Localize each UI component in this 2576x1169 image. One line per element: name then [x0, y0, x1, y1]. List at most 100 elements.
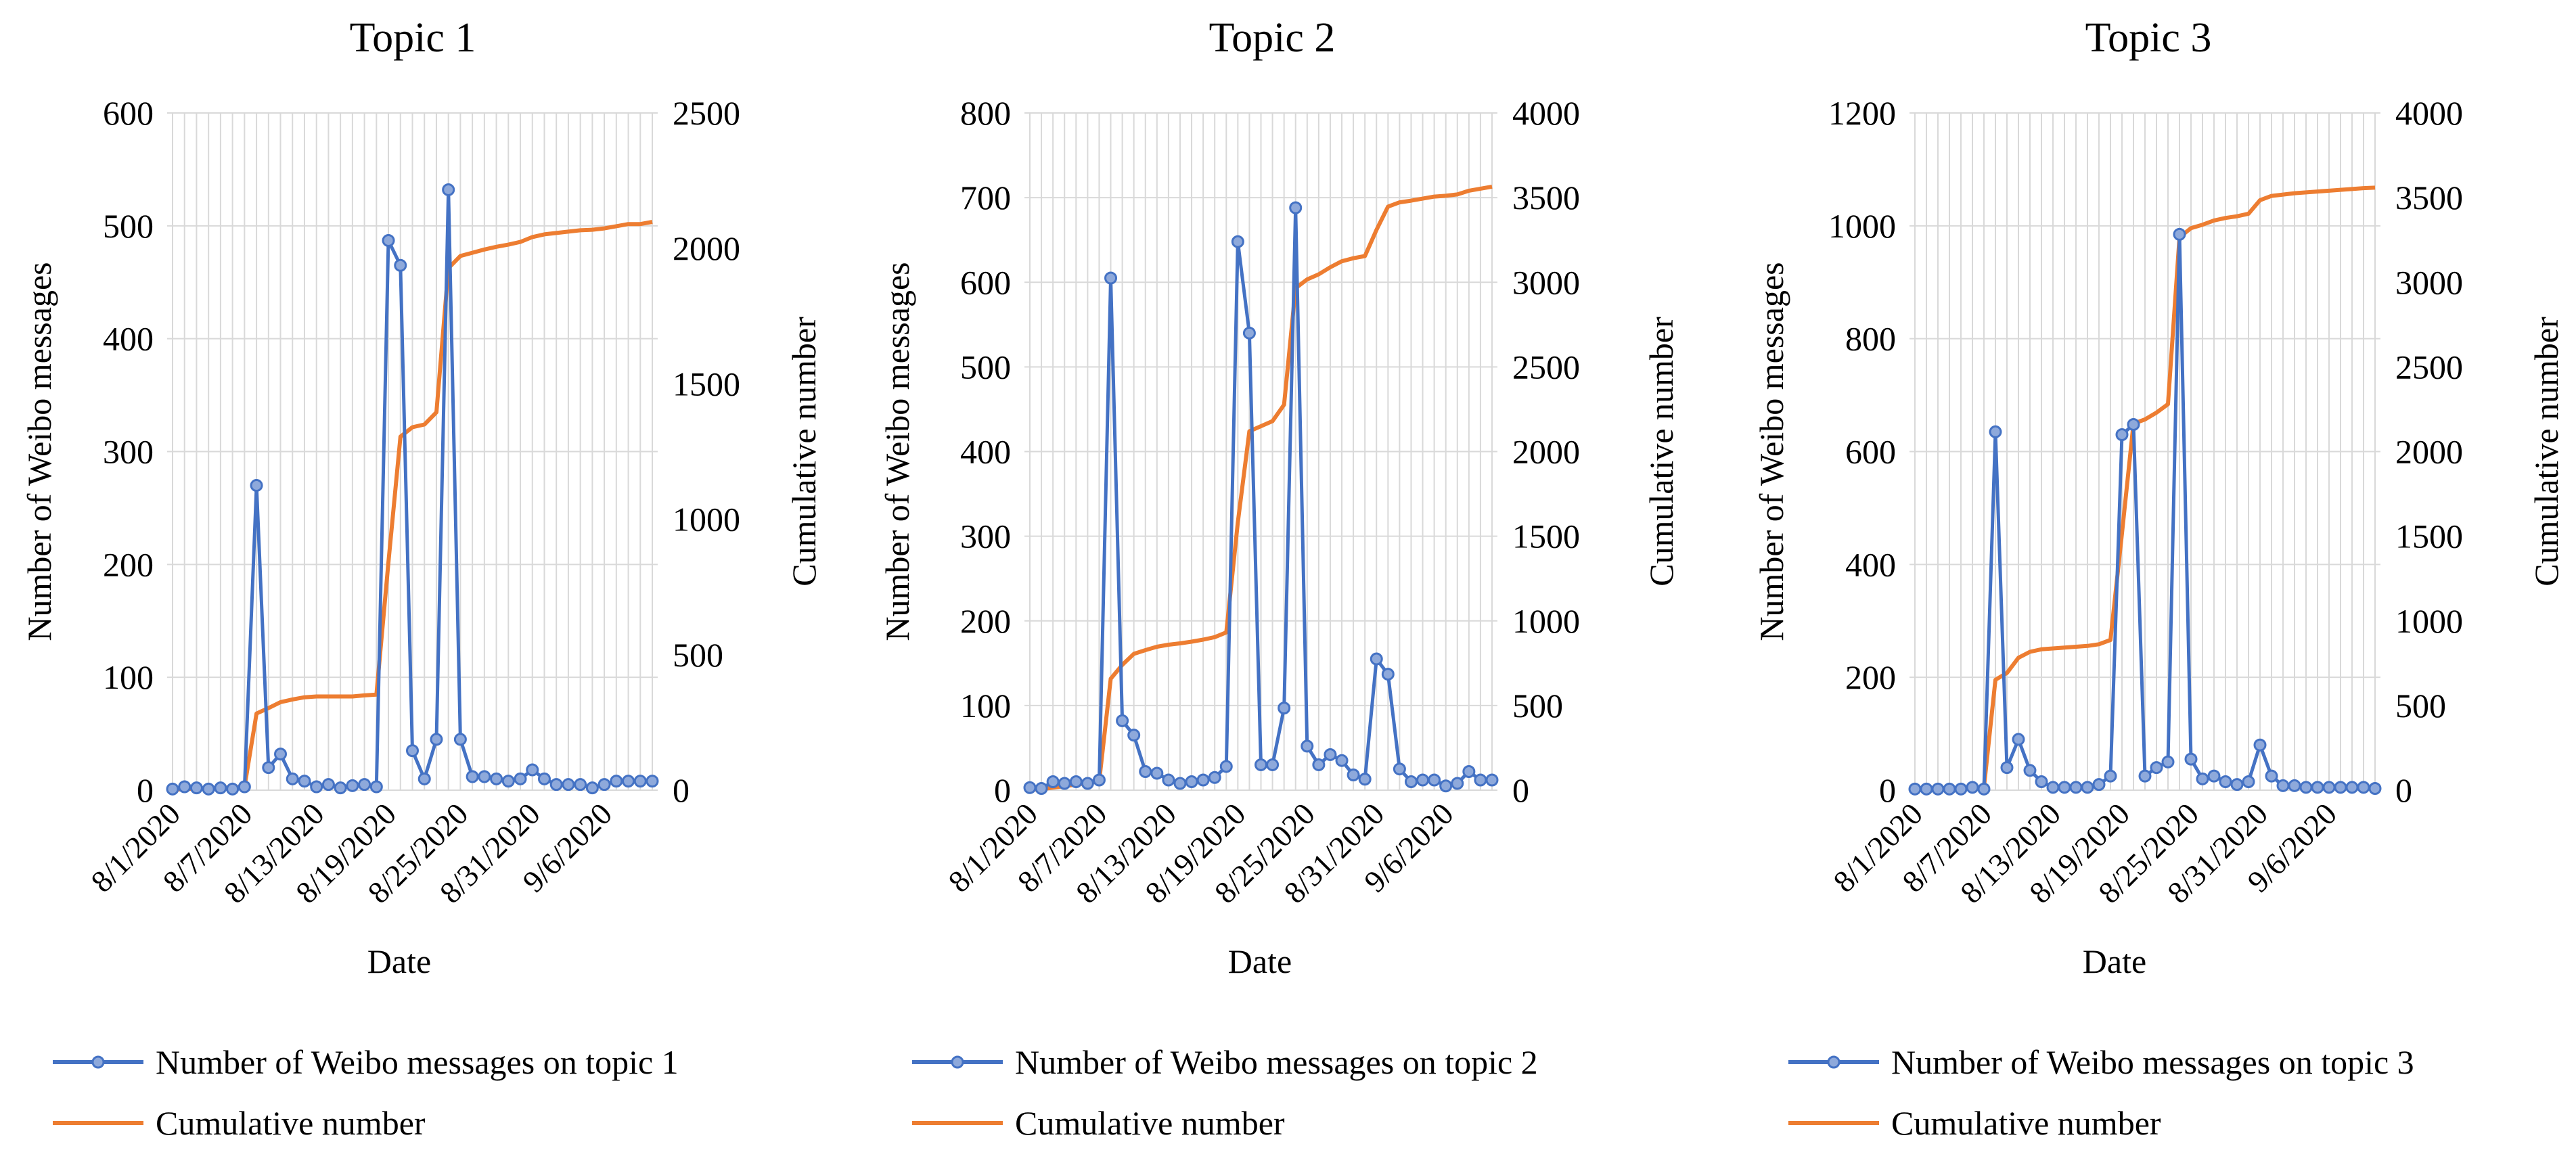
y-tick-label: 400 — [960, 433, 1011, 471]
y2-tick-label: 4000 — [2395, 94, 2463, 132]
data-point — [2081, 781, 2094, 794]
data-point — [1150, 766, 1164, 780]
data-point — [298, 775, 311, 788]
y-tick-label: 500 — [103, 207, 154, 245]
data-point — [2219, 775, 2232, 788]
y-tick-label: 200 — [1845, 658, 1896, 696]
chart-title: Topic 1 — [350, 15, 476, 61]
data-point — [1381, 668, 1395, 681]
data-point — [214, 781, 227, 795]
data-point — [2012, 733, 2025, 746]
y2-tick-label: 2000 — [1512, 433, 1580, 471]
right-y-axis: 0 500 1000 1500 2000 2500 3000 3500 4000 — [1512, 94, 1580, 809]
legend-swatch — [1788, 1055, 1879, 1069]
data-point — [2000, 761, 2014, 775]
series-line-cumulative — [172, 220, 653, 792]
data-point — [2173, 227, 2186, 241]
data-point — [2276, 779, 2290, 792]
legend-swatch — [1788, 1121, 1879, 1125]
data-point — [1104, 271, 1118, 285]
left-y-axis: 0 100 200 300 400 500 600 — [103, 94, 154, 809]
data-point — [2035, 775, 2048, 788]
legend-marker — [91, 1055, 105, 1069]
y2-axis-title: Cumulative number — [1642, 317, 1680, 587]
y2-tick-label: 500 — [673, 636, 723, 674]
y-tick-label: 600 — [960, 263, 1011, 301]
data-point — [1324, 748, 1337, 761]
message-points — [166, 183, 659, 796]
data-point — [1451, 777, 1464, 790]
y-axis-title: Number of Weibo messages — [1753, 262, 1790, 641]
data-point — [1023, 781, 1037, 794]
series-line-cumulative — [1029, 184, 1493, 792]
chart-2: Topic 2 0 100 200 300 400 500 600 700 800 0 500 1000… — [878, 15, 1680, 980]
data-point — [646, 775, 659, 788]
horizontal-gridlines — [1024, 112, 1497, 791]
data-point — [394, 258, 407, 272]
legend-1: Number of Weibo messages on topic 1 Cumul… — [47, 1042, 859, 1150]
data-point — [1231, 235, 1244, 248]
data-point — [1058, 777, 1071, 790]
data-point — [1069, 775, 1083, 788]
data-point — [2230, 778, 2244, 792]
y2-tick-label: 3000 — [1512, 263, 1580, 301]
x-axis-title: Date — [367, 942, 431, 980]
data-point — [1931, 782, 1945, 796]
data-point — [321, 778, 335, 792]
y-tick-label: 400 — [103, 320, 154, 358]
data-point — [633, 775, 647, 788]
y-tick-label: 100 — [103, 658, 154, 696]
y-tick-label: 1000 — [1828, 207, 1896, 245]
x-axis: 8/1/20208/7/20208/13/20208/19/20208/25/2… — [84, 796, 618, 910]
y-tick-label: 300 — [960, 518, 1011, 555]
legend-marker — [951, 1055, 964, 1069]
y2-tick-label: 0 — [2395, 771, 2412, 809]
data-point — [1347, 768, 1360, 781]
data-point — [2092, 778, 2106, 792]
x-axis: 8/1/20208/7/20208/13/20208/19/20208/25/2… — [1826, 796, 2343, 910]
data-point — [442, 183, 455, 196]
legend-2: Number of Weibo messages on topic 2 Cumul… — [907, 1042, 1719, 1150]
data-point — [1035, 781, 1048, 795]
y2-tick-label: 2500 — [673, 94, 740, 132]
data-point — [202, 782, 215, 796]
y2-tick-label: 1000 — [673, 501, 740, 538]
y-axis-title: Number of Weibo messages — [20, 262, 58, 641]
data-point — [549, 778, 563, 792]
series-line-cumulative — [1914, 185, 2376, 792]
y-tick-label: 700 — [960, 179, 1011, 216]
data-point — [1208, 771, 1221, 784]
y-tick-label: 100 — [960, 687, 1011, 725]
data-point — [1428, 773, 1441, 787]
data-point — [1966, 781, 1979, 794]
y2-tick-label: 1500 — [1512, 518, 1580, 555]
data-point — [358, 778, 371, 792]
data-point — [1139, 764, 1152, 778]
y2-tick-label: 3500 — [2395, 179, 2463, 216]
data-point — [310, 780, 323, 794]
data-point — [1046, 775, 1060, 788]
legend-label: Number of Weibo messages on topic 1 — [156, 1043, 679, 1081]
data-point — [226, 782, 240, 796]
data-point — [2322, 781, 2336, 794]
data-point — [2357, 781, 2370, 794]
data-point — [2058, 781, 2071, 794]
data-point — [501, 775, 515, 788]
data-point — [1474, 773, 1487, 787]
y2-tick-label: 2500 — [2395, 348, 2463, 386]
data-point — [1278, 702, 1291, 715]
data-point — [622, 775, 635, 788]
data-point — [574, 778, 587, 792]
data-point — [2046, 781, 2060, 794]
data-point — [2115, 428, 2129, 441]
data-point — [526, 763, 539, 777]
data-point — [1092, 773, 1106, 787]
data-point — [1255, 758, 1267, 771]
data-point — [2150, 761, 2163, 775]
data-point — [1081, 777, 1094, 790]
legend-label: Cumulative number — [156, 1104, 426, 1142]
data-point — [1462, 764, 1476, 778]
y2-axis-title: Cumulative number — [2527, 317, 2565, 587]
data-point — [430, 733, 443, 746]
